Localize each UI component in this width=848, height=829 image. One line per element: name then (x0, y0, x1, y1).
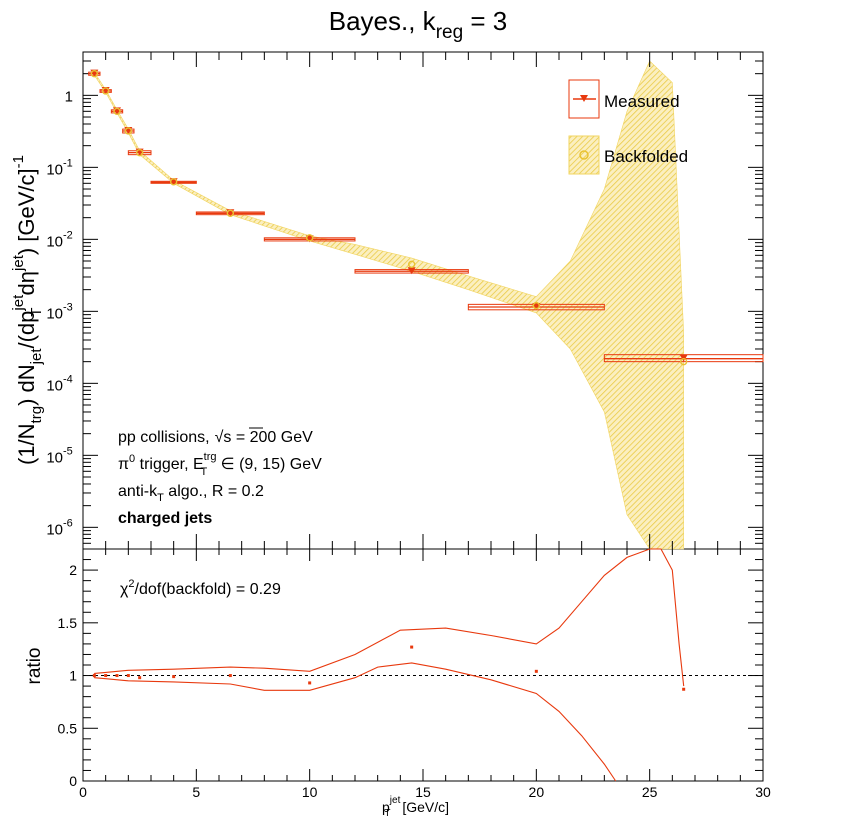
backfolded-point (124, 127, 133, 135)
bottom-x-tick-label: 20 (529, 784, 545, 800)
bottom-y-tick-label: 1 (69, 668, 77, 684)
backfolded-band (94, 60, 684, 550)
backfolded-band-area (94, 60, 684, 550)
bottom-x-tick-label: 30 (755, 784, 771, 800)
backfolded-point (169, 178, 178, 186)
top-y-tick-exponent: -3 (63, 301, 73, 313)
top-y-tick-label: 10 (46, 377, 63, 394)
ratio-upper-curve (94, 548, 685, 687)
backfolded-series (90, 69, 688, 366)
top-y-tick-exponent: -5 (63, 445, 73, 457)
bottom-x-tick-label: 15 (415, 784, 431, 800)
backfolded-point (135, 148, 144, 157)
measured-point (532, 302, 541, 310)
bottom-y-tick-label: 0 (69, 773, 77, 789)
top-y-tick-exponent: -6 (63, 517, 73, 529)
bottom-x-tick-label: 5 (192, 784, 200, 800)
top-y-tick-label: 10 (46, 233, 63, 250)
top-y-tick-exponent: -2 (63, 229, 73, 241)
ratio-point (534, 669, 538, 673)
legend-measured-label: Measured (604, 92, 680, 111)
backfolded-point (226, 209, 235, 217)
backfolded-point (90, 69, 99, 78)
legend-measured-swatch (568, 79, 600, 119)
ratio-point (308, 681, 312, 685)
top-y-tick-exponent: -4 (63, 373, 73, 385)
ratio-point (92, 674, 96, 678)
bottom-x-tick-label: 0 (79, 784, 87, 800)
bottom-y-tick-label: 1.5 (58, 615, 78, 631)
ratio-point (138, 676, 142, 680)
top-y-tick-label: 10 (46, 305, 63, 322)
annotation-block: pp collisions, √s = 200 GeV π0 trigger, E… (118, 427, 322, 527)
x-axis-label: pjet T [GeV/c] (382, 795, 449, 819)
ratio-point (228, 674, 232, 678)
ratio-point (104, 674, 108, 678)
plot-title: Bayes., kreg = 3 (329, 6, 508, 43)
ratio-point (682, 687, 686, 691)
annotation-line-1: pp collisions, √s = 200 GeV (118, 429, 313, 446)
top-y-tick-label: 1 (65, 88, 73, 105)
bottom-x-tick-label: 10 (302, 784, 318, 800)
ratio-lower-curve (94, 662, 617, 782)
bottom-axis-ticks: 0 5 10 15 20 25 30 0 0.5 1 1.5 2 (58, 548, 771, 800)
ratio-point (410, 645, 414, 649)
top-axis-ticks: 10 -610 -510 -410 -310 -210 -11 (46, 51, 764, 550)
legend-backfolded-label: Backfolded (604, 147, 688, 166)
legend-measured-marker (580, 95, 588, 102)
measured-point (305, 235, 314, 243)
ratio-points (92, 645, 686, 691)
legend-backfolded-swatch (568, 135, 600, 175)
ratio-point (115, 674, 119, 678)
ratio-point (126, 674, 130, 678)
bottom-y-axis-label: ratio (24, 648, 45, 685)
top-y-tick-label: 10 (46, 161, 63, 178)
chi2-label: χ2/dof(backfold) = 0.29 (120, 578, 281, 598)
legend: Measured Backfolded (568, 79, 688, 175)
legend-backfolded-marker (579, 150, 589, 160)
backfolded-point (101, 87, 110, 95)
top-y-tick-label: 10 (46, 521, 63, 538)
backfolded-point (532, 301, 541, 310)
top-y-tick-exponent: -1 (63, 157, 73, 169)
measured-series (88, 69, 764, 363)
annotation-line-3: anti-kT algo., R = 0.2 (118, 483, 264, 504)
bottom-x-tick-label: 25 (642, 784, 658, 800)
bottom-y-tick-label: 2 (69, 562, 77, 578)
bottom-y-tick-label: 0.5 (58, 720, 78, 736)
backfolded-point (407, 260, 416, 269)
top-y-axis-label: (1/Ntrg) dNjet/(dpjetT dηjet) [GeV/c]-1 (10, 155, 45, 465)
ratio-point (172, 675, 176, 679)
backfolded-point (305, 234, 314, 242)
top-y-tick-label: 10 (46, 449, 63, 466)
annotation-line-2: π0 trigger, Etrg T ∈ (9, 15) GeV (118, 451, 322, 478)
annotation-line-4: charged jets (118, 510, 212, 527)
backfolded-point (679, 357, 688, 366)
measured-point (407, 267, 416, 275)
backfolded-point (113, 107, 121, 116)
